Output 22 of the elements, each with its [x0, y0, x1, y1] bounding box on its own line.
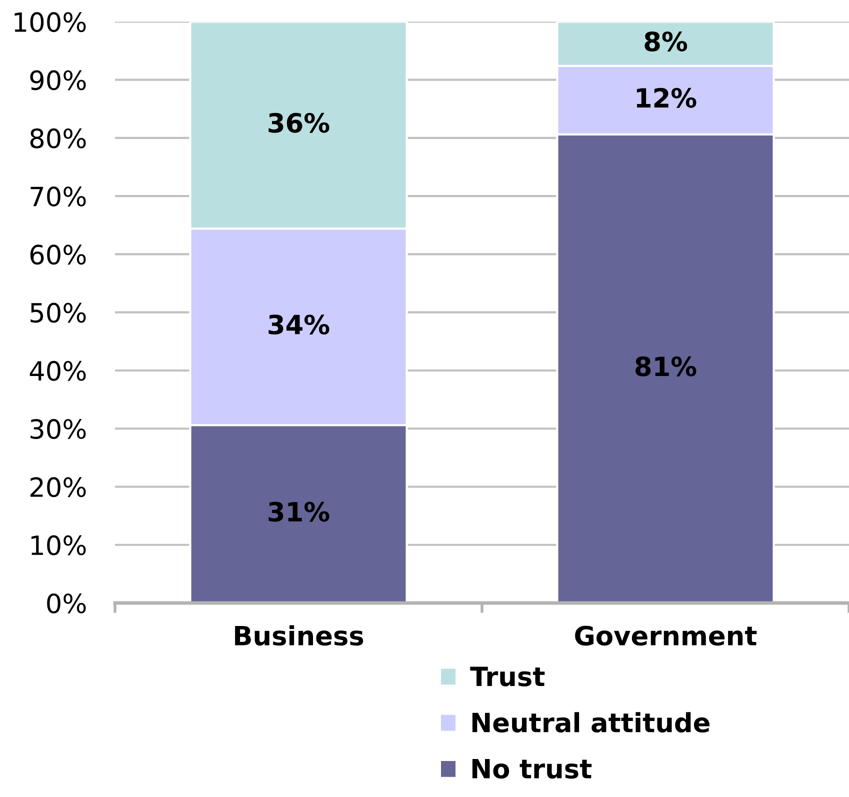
y-tick-label: 60% [30, 244, 86, 265]
y-tick-label: 70% [30, 186, 86, 206]
y-tick-label: 80% [30, 128, 86, 148]
data-label: 34% [268, 314, 330, 335]
data-label: 36% [268, 112, 330, 133]
y-tick-label: 90% [30, 70, 86, 90]
x-tick-label: Government [575, 626, 757, 646]
legend-label: Neutral attitude [472, 712, 710, 733]
y-tick-label: 20% [30, 477, 86, 498]
y-tick-label: 50% [30, 302, 86, 323]
y-tick-label: 40% [30, 360, 86, 381]
data-label: 8% [644, 31, 688, 52]
data-label: 12% [636, 88, 696, 108]
x-tick-label: Business [235, 625, 364, 646]
data-label: 81% [636, 356, 696, 376]
y-tick-label: 0% [47, 593, 86, 614]
y-tick-label: 100% [14, 12, 86, 32]
legend-label: No trust [472, 759, 592, 779]
data-label: 31% [268, 502, 330, 522]
y-tick-label: 10% [31, 535, 86, 556]
legend-label: Trust [470, 666, 545, 686]
y-tick-label: 30% [30, 419, 86, 440]
